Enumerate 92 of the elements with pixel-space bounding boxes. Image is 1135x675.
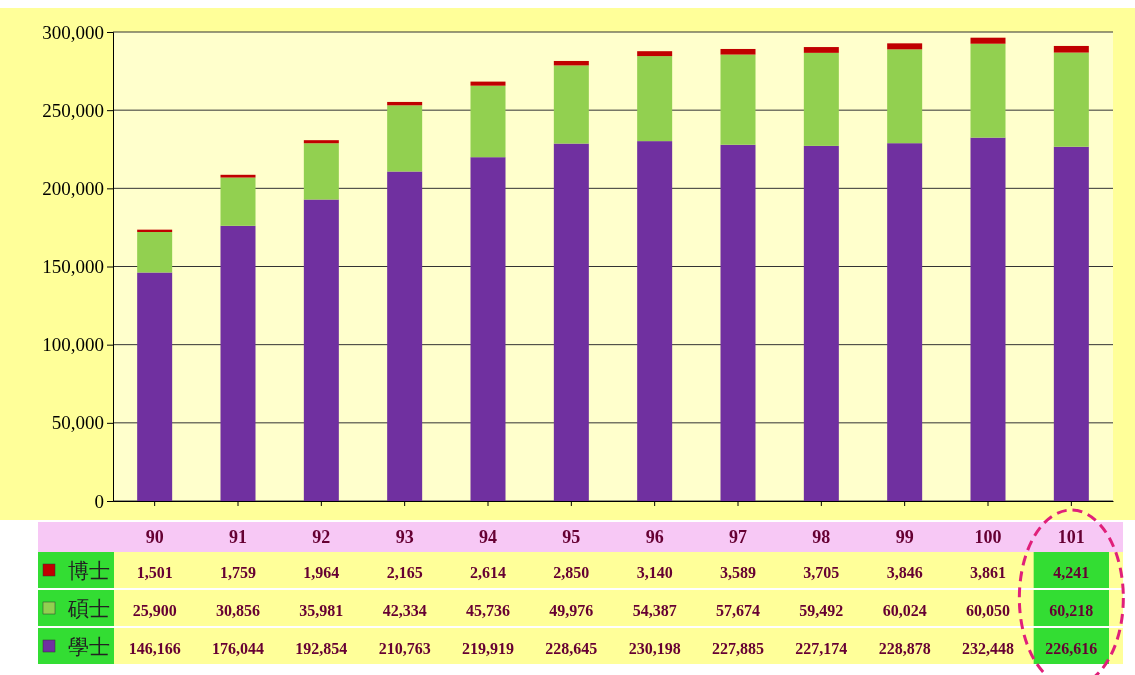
data-label: 227,885 (712, 640, 764, 657)
data-label: 3,140 (636, 564, 673, 581)
data-label: 42,334 (382, 602, 427, 619)
data-label: 25,900 (132, 602, 177, 619)
bar (220, 177, 256, 226)
bar (137, 232, 173, 273)
data-label: 59,492 (799, 602, 844, 619)
x-tick-label: 94 (479, 527, 497, 547)
data-label: 219,919 (462, 640, 514, 657)
bar (303, 199, 339, 501)
y-tick-label: 150,000 (42, 256, 104, 278)
bar (803, 52, 839, 146)
data-label: 60,218 (1049, 602, 1094, 619)
x-tick-label: 90 (145, 527, 164, 547)
legend-label: 學士 (68, 635, 110, 659)
x-tick-label: 92 (312, 527, 331, 547)
bar (470, 157, 506, 501)
data-label: 228,645 (545, 640, 598, 657)
bar (887, 43, 923, 50)
bar (303, 143, 339, 200)
bar (1053, 52, 1089, 147)
bar (387, 171, 423, 501)
bar (637, 51, 673, 57)
data-label: 1,759 (220, 564, 256, 581)
data-label: 210,763 (378, 640, 431, 657)
x-tick-label: 98 (812, 527, 831, 547)
bar (803, 145, 839, 501)
data-label: 3,846 (886, 564, 923, 581)
bar (803, 47, 839, 53)
y-tick-label: 200,000 (42, 177, 104, 199)
legend-label: 博士 (68, 559, 110, 583)
data-label: 45,736 (466, 602, 510, 619)
y-tick-label: 300,000 (42, 21, 104, 43)
x-tick-label: 100 (974, 527, 1002, 547)
data-label: 1,964 (303, 564, 340, 581)
bar (470, 85, 506, 158)
y-tick-label: 50,000 (51, 412, 104, 434)
data-label: 2,614 (470, 564, 506, 581)
x-tick-label: 91 (229, 527, 247, 547)
x-tick-label: 101 (1057, 527, 1085, 547)
data-label: 192,854 (295, 640, 348, 657)
bar (887, 143, 923, 501)
bar (887, 49, 923, 144)
data-label: 54,387 (632, 602, 677, 619)
bar (220, 174, 256, 178)
bar (553, 143, 589, 501)
bar (137, 272, 173, 501)
x-tick-label: 99 (895, 527, 914, 547)
data-label: 146,166 (128, 640, 181, 657)
data-label: 30,856 (216, 602, 260, 619)
data-label: 4,241 (1053, 564, 1090, 581)
bar (970, 43, 1006, 138)
data-label: 3,705 (803, 564, 840, 581)
data-label: 2,850 (553, 564, 590, 581)
bar (470, 81, 506, 86)
y-tick-label: 0 (94, 490, 104, 512)
data-label: 60,024 (882, 602, 927, 619)
bar (220, 225, 256, 501)
bar (553, 60, 589, 66)
bar (303, 140, 339, 144)
data-label: 1,501 (136, 564, 173, 581)
data-label: 227,174 (795, 640, 848, 657)
data-label: 228,878 (878, 640, 931, 657)
bar (970, 137, 1006, 501)
bar (720, 144, 756, 501)
bar (970, 37, 1006, 44)
legend-label: 碩士 (67, 597, 110, 621)
bar (720, 54, 756, 145)
data-label: 232,448 (962, 640, 1014, 657)
data-label: 226,616 (1045, 640, 1098, 657)
y-tick-label: 250,000 (42, 99, 104, 121)
bar (387, 105, 423, 172)
bar (1053, 45, 1089, 53)
data-label: 57,674 (716, 602, 760, 619)
data-label: 60,050 (966, 602, 1010, 619)
x-tick-label: 93 (395, 527, 414, 547)
bar (720, 48, 756, 55)
x-tick-label: 96 (645, 527, 664, 547)
data-label: 49,976 (549, 602, 594, 619)
y-tick-label: 100,000 (42, 334, 104, 356)
data-label: 3,589 (720, 564, 756, 581)
data-label: 230,198 (628, 640, 681, 657)
bar (637, 56, 673, 142)
bar (1053, 146, 1089, 501)
x-tick-label: 97 (729, 527, 747, 547)
bar (637, 141, 673, 501)
x-tick-label: 95 (562, 527, 581, 547)
data-label: 3,861 (970, 564, 1006, 581)
data-label: 176,044 (212, 640, 264, 657)
data-label: 35,981 (299, 602, 344, 619)
bar (553, 65, 589, 144)
data-label: 2,165 (386, 564, 423, 581)
